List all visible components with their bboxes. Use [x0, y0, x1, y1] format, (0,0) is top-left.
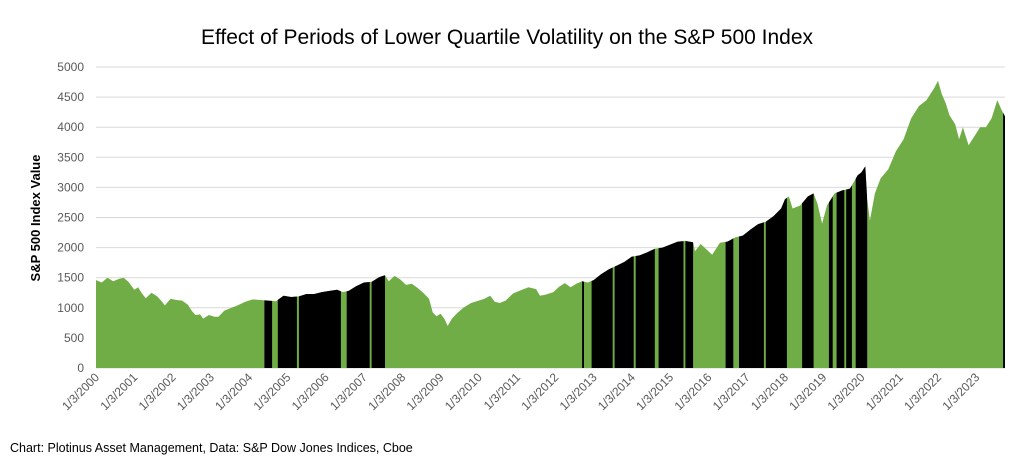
y-tick-label: 1500: [57, 271, 84, 285]
low-volatility-period: [836, 80, 845, 368]
x-tick-label: 1/3/2022: [901, 370, 944, 413]
x-tick-label: 1/3/2014: [595, 370, 638, 413]
source-note: Chart: Plotinus Asset Management, Data: …: [10, 441, 413, 455]
x-tick-label: 1/3/2003: [174, 370, 217, 413]
y-tick-label: 5000: [57, 60, 84, 74]
x-tick-labels: 1/3/20001/3/20011/3/20021/3/20031/3/2004…: [59, 370, 982, 413]
y-tick-label: 3000: [57, 180, 84, 194]
low-volatility-period: [1003, 80, 1005, 368]
y-tick-label: 2500: [57, 211, 84, 225]
x-tick-label: 1/3/2011: [481, 370, 524, 413]
x-tick-label: 1/3/2008: [365, 370, 408, 413]
x-tick-label: 1/3/2010: [442, 370, 485, 413]
x-tick-label: 1/3/2005: [251, 370, 294, 413]
x-tick-label: 1/3/2020: [825, 370, 868, 413]
y-tick-label: 4000: [57, 120, 84, 134]
y-axis-label: S&P 500 Index Value: [28, 155, 43, 282]
x-tick-label: 1/3/2006: [289, 370, 332, 413]
y-tick-label: 500: [64, 331, 84, 345]
low-volatility-period: [802, 80, 814, 368]
low-volatility-period: [855, 80, 868, 368]
x-tick-label: 1/3/2023: [939, 370, 982, 413]
x-tick-label: 1/3/2007: [327, 370, 370, 413]
x-tick-label: 1/3/2002: [136, 370, 179, 413]
x-tick-label: 1/3/2015: [633, 370, 676, 413]
x-tick-label: 1/3/2013: [557, 370, 600, 413]
x-tick-label: 1/3/2021: [863, 370, 906, 413]
x-tick-label: 1/3/2009: [404, 370, 447, 413]
x-tick-label: 1/3/2019: [786, 370, 829, 413]
x-tick-label: 1/3/2004: [212, 370, 255, 413]
index-area: [96, 80, 1005, 369]
y-tick-label: 2000: [57, 241, 84, 255]
x-tick-label: 1/3/2016: [672, 370, 715, 413]
chart-title: Effect of Periods of Lower Quartile Vola…: [201, 26, 814, 49]
x-tick-label: 1/3/2017: [710, 370, 753, 413]
y-tick-labels: 0 500 1000 1500 2000 2500 3000 3500 4000 4500 5000: [57, 60, 84, 375]
x-tick-label: 1/3/2012: [518, 370, 561, 413]
y-tick-label: 0: [77, 361, 84, 375]
y-tick-label: 1000: [57, 301, 84, 315]
y-tick-label: 4500: [57, 90, 84, 104]
low-volatility-period: [828, 80, 833, 368]
low-volatility-period: [846, 80, 852, 368]
y-tick-label: 3500: [57, 150, 84, 164]
x-tick-label: 1/3/2000: [59, 370, 102, 413]
x-tick-label: 1/3/2001: [97, 370, 140, 413]
x-tick-label: 1/3/2018: [748, 370, 791, 413]
